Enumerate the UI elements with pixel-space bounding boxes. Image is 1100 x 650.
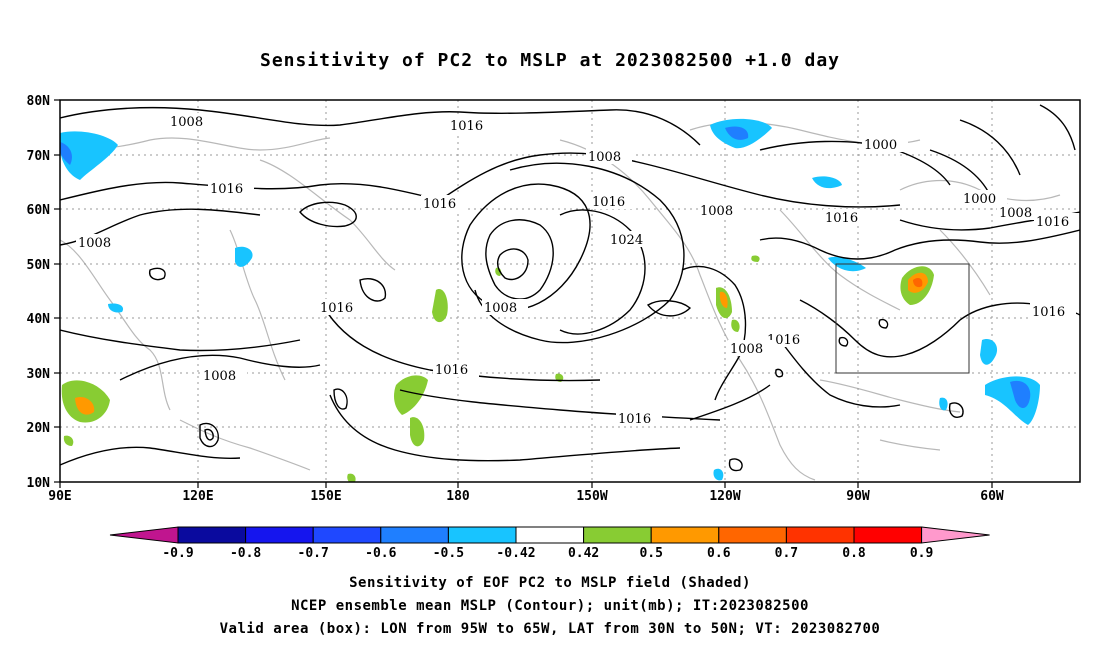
colorbar-swatch: [515, 526, 585, 544]
valid-area-box: [835, 263, 970, 374]
lon-label: 120W: [709, 489, 740, 504]
lon-label: 120E: [182, 489, 213, 504]
colorbar-arrow-left: [109, 526, 179, 544]
colorbar-labels: -0.9 -0.8 -0.7 -0.6 -0.5 -0.42 0.42 0.5 0.6 0.7 0.…: [162, 546, 933, 561]
contour-label: 1016: [767, 333, 800, 348]
blob-pos-3: [432, 289, 448, 323]
contour-label: 1008: [170, 115, 203, 130]
plot-frame: [59, 99, 1081, 483]
colorbar-tick-label: 0.9: [910, 546, 933, 561]
caption-valid-area: Valid area (box): LON from 95W to 65W, L…: [219, 621, 881, 637]
colorbar-swatch: [718, 526, 787, 544]
lon-labels: 90E 120E 150E 180 150W 120W 90W 60W: [48, 489, 1004, 504]
colorbar-tick-label: -0.8: [230, 546, 261, 561]
colorbar-tick-label: 0.7: [775, 546, 798, 561]
colorbar-tick-label: -0.5: [433, 546, 464, 561]
colorbar-swatch: [650, 526, 720, 544]
lat-label: 40N: [27, 312, 51, 327]
lon-label: 180: [446, 489, 470, 504]
colorbar-tick-label: 0.6: [707, 546, 731, 561]
blob-pos-2: [63, 435, 74, 446]
colorbar-tick-label: -0.6: [365, 546, 396, 561]
lat-label: 80N: [27, 94, 51, 109]
lat-label: 50N: [27, 258, 51, 273]
caption-contour: NCEP ensemble mean MSLP (Contour); unit(…: [291, 598, 809, 614]
contour-label: 1016: [435, 363, 468, 378]
contour-label: 1016: [450, 119, 483, 134]
contour-label: 1016: [423, 197, 456, 212]
blob-neg-8b: [1010, 380, 1031, 409]
blob-pos-6: [347, 473, 356, 482]
contour-label: 1000: [963, 192, 996, 207]
contour-label: 1008: [78, 236, 111, 251]
colorbar-tick-label: -0.7: [298, 546, 329, 561]
blob-pos-4: [394, 375, 428, 415]
blob-neg-4: [235, 246, 253, 267]
blob-neg-1b: [60, 142, 72, 165]
contour-label: 1008: [700, 204, 733, 219]
lon-label: 90E: [48, 489, 71, 504]
colorbar-swatch: [583, 526, 652, 544]
colorbar-swatch: [245, 526, 314, 544]
map-title: Sensitivity of PC2 to MSLP at 2023082500…: [259, 50, 840, 71]
blob-neg-7: [980, 339, 998, 365]
colorbar-tick-label: 0.8: [842, 546, 866, 561]
blob-pos-8: [731, 319, 740, 332]
lat-labels: 80N 70N 60N 50N 40N 30N 20N 10N: [27, 94, 51, 491]
contour-labels: 1008 1016 1008 1016 1000 1016 1008 1016 …: [76, 113, 1080, 427]
contour-label: 1000: [864, 138, 897, 153]
colorbar-arrow-right: [921, 526, 990, 544]
lon-label: 90W: [846, 489, 870, 504]
colorbar-swatch: [380, 526, 449, 544]
blob-pos-1b: [75, 396, 95, 415]
colorbar-tick-label: 0.5: [639, 546, 662, 561]
contour-label: 1016: [210, 182, 243, 197]
lat-label: 30N: [27, 367, 51, 382]
contour-label: 1016: [592, 195, 625, 210]
contour-label: 1016: [618, 412, 651, 427]
blob-neg-5: [108, 303, 124, 313]
lat-label: 20N: [27, 421, 51, 436]
contour-label: 1016: [1032, 305, 1065, 320]
colorbar-tick-label: 0.42: [568, 546, 599, 561]
mslp-contours: [60, 104, 1080, 472]
colorbar-swatch: [785, 526, 855, 544]
blob-neg-9: [939, 397, 948, 411]
contour-label: 1008: [588, 150, 621, 165]
lon-label: 150W: [576, 489, 607, 504]
colorbar-swatch: [447, 526, 517, 544]
colorbar: [109, 526, 990, 544]
contour-label: 1008: [203, 369, 236, 384]
lat-label: 70N: [27, 149, 51, 164]
blob-neg-1: [60, 131, 118, 180]
contour-label: 1008: [999, 206, 1032, 221]
contour-label: 1016: [320, 301, 353, 316]
lat-label: 60N: [27, 203, 51, 218]
blob-pos-7b: [719, 291, 728, 308]
caption-shading: Sensitivity of EOF PC2 to MSLP field (Sh…: [349, 575, 751, 591]
colorbar-tick-label: -0.42: [496, 546, 535, 561]
colorbar-swatch: [312, 526, 382, 544]
lat-label: 10N: [27, 476, 51, 491]
colorbar-tick-label: -0.9: [162, 546, 193, 561]
colorbar-swatch: [853, 526, 923, 544]
colorbar-swatch: [177, 526, 247, 544]
lon-label: 60W: [980, 489, 1004, 504]
contour-label: 1024: [610, 233, 643, 248]
contour-label: 1008: [484, 301, 517, 316]
contour-label: 1008: [730, 342, 763, 357]
sensitivity-shading: [60, 118, 1040, 482]
blob-pos-9c: [913, 278, 923, 288]
blob-neg-3: [812, 176, 842, 189]
lon-label: 150E: [310, 489, 341, 504]
blob-neg-2b: [725, 126, 749, 140]
contour-label: 1016: [825, 211, 858, 226]
contour-label: 1016: [1036, 215, 1069, 230]
blob-pos-12: [751, 255, 760, 262]
blob-neg-10: [713, 468, 724, 481]
axis-ticks: [54, 99, 993, 488]
blob-pos-5: [410, 417, 425, 447]
